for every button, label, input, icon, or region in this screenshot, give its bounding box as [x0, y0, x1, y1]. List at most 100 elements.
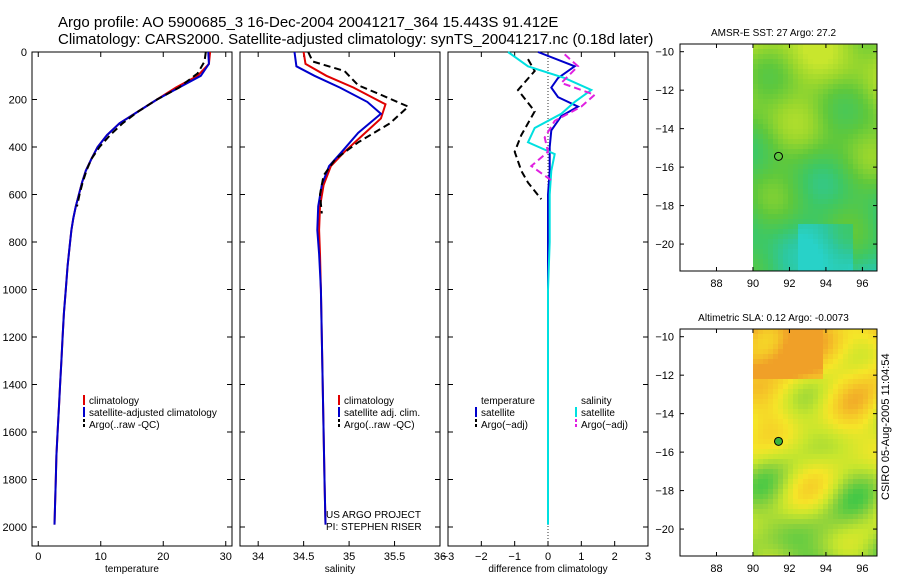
sst-map-cell [818, 264, 824, 270]
sla-map-cell [863, 534, 869, 540]
sla-map-cell [833, 354, 839, 360]
sst-map-cell [823, 254, 829, 260]
sst-map-cell [753, 149, 759, 155]
sla-map-cell [833, 364, 839, 370]
sla-map-cell [873, 414, 878, 420]
sla-map-cell [873, 329, 878, 335]
sst-map-cell [838, 184, 844, 190]
sla-map-cell [838, 429, 844, 435]
sst-map-cell [788, 184, 794, 190]
sst-map-cell [818, 174, 824, 180]
sst-map-cell [818, 179, 824, 185]
sst-map-cell [793, 159, 799, 165]
sla-map-cell [823, 419, 829, 425]
sst-map-cell [783, 249, 789, 255]
sla-map-cell [793, 424, 799, 430]
sst-map-cell [788, 104, 794, 110]
sla-map-cell [853, 374, 859, 380]
sla-map-cell [858, 529, 864, 535]
sla-map-cell [848, 339, 854, 345]
sla-map-cell [858, 474, 864, 480]
sla-map-cell [753, 544, 759, 550]
sla-map-cell [758, 344, 764, 350]
sla-map-cell [873, 544, 878, 550]
sla-map-cell [863, 369, 869, 375]
sst-map-cell [833, 174, 839, 180]
temperature-profile-xtick-label: 0 [35, 551, 41, 563]
sla-map-cell [828, 444, 834, 450]
sst-map-cell [773, 79, 779, 85]
sla-map-cell [768, 484, 774, 490]
sla-map-cell [788, 334, 794, 340]
sla-map-cell [848, 454, 854, 460]
sla-map-cell [868, 444, 874, 450]
sla-map-cell [858, 444, 864, 450]
sst-map-cell [863, 144, 869, 150]
sla-map-cell [838, 539, 844, 545]
sla-map-cell [793, 374, 799, 380]
sst-map-cell [758, 184, 764, 190]
sla-map-cell [803, 334, 809, 340]
sla-map-cell [848, 534, 854, 540]
sla-map-cell [858, 434, 864, 440]
sst-map-cell [803, 144, 809, 150]
sla-map-cell [873, 504, 878, 510]
sst-map-cell [808, 184, 814, 190]
sla-map-cell [808, 439, 814, 445]
sla-map-cell [803, 384, 809, 390]
sla-map-cell [873, 349, 878, 355]
sla-map-cell [808, 354, 814, 360]
sst-map-cell [778, 189, 784, 195]
sla-map-cell [853, 529, 859, 535]
sla-map-cell [843, 399, 849, 405]
sla-map-cell [833, 359, 839, 365]
sla-map-cell [828, 349, 834, 355]
sla-map-cell [803, 354, 809, 360]
sst-map-cell [803, 229, 809, 235]
sst-map-cell [848, 269, 854, 272]
sla-map-cell [858, 349, 864, 355]
sst-map-cell [813, 169, 819, 175]
sla-map-cell [793, 349, 799, 355]
sst-map-cell [803, 259, 809, 265]
sst-map-cell [758, 224, 764, 230]
sst-map-cell [838, 139, 844, 145]
sst-map-cell [853, 214, 859, 220]
sst-map-cell [788, 59, 794, 65]
sst-map-cell [773, 129, 779, 135]
sst-map-cell [873, 159, 878, 165]
sst-map-cell [773, 244, 779, 250]
sla-map-cell [778, 344, 784, 350]
sst-map-cell [773, 69, 779, 75]
sst-map-cell [768, 44, 774, 50]
sst-map-cell [818, 169, 824, 175]
sla-map-cell [808, 344, 814, 350]
sla-map-cell [838, 554, 844, 557]
sla-map-cell [838, 414, 844, 420]
sla-map-cell [808, 334, 814, 340]
sla-map-cell [798, 329, 804, 335]
sla-map-cell [808, 389, 814, 395]
sst-map-cell [823, 149, 829, 155]
sla-map-cell [823, 354, 829, 360]
sla-map-cell [753, 404, 759, 410]
sst-map-cell [873, 54, 878, 60]
sst-map-cell [803, 104, 809, 110]
sla-map-cell [793, 549, 799, 555]
sst-map-cell [858, 219, 864, 225]
sla-map-cell [758, 424, 764, 430]
sla-map-cell [788, 349, 794, 355]
sla-map-cell [813, 354, 819, 360]
sla-map-cell [808, 509, 814, 515]
sla-map-cell [843, 509, 849, 515]
sst-map-cell [803, 159, 809, 165]
sst-map-cell [768, 254, 774, 260]
sla-map-cell [858, 364, 864, 370]
sla-map-cell [768, 344, 774, 350]
sla-map-cell [853, 489, 859, 495]
sst-map-cell [763, 174, 769, 180]
sst-map-cell [853, 194, 859, 200]
sst-map-cell [868, 189, 874, 195]
sst-map-cell [853, 64, 859, 70]
sla-map-cell [833, 424, 839, 430]
